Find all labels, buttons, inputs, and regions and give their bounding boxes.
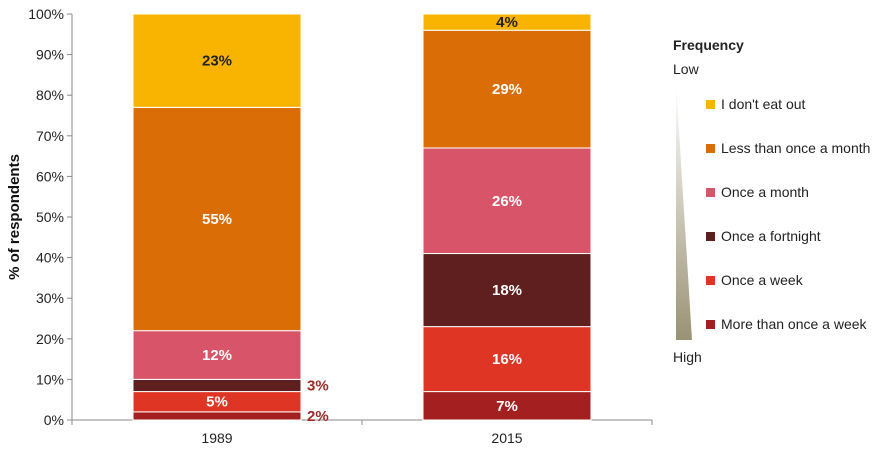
- data-label-layer: 2% 5% 3% 12% 55% 23% 7% 16% 18% 26% 29% 4%: [202, 14, 522, 425]
- data-label: 3%: [307, 377, 329, 394]
- legend: Frequency Low High I don't eat out Less t…: [673, 37, 870, 365]
- data-label: 4%: [496, 14, 518, 31]
- bar-segment: [422, 29, 592, 149]
- legend-swatch: [706, 144, 715, 153]
- legend-title: Frequency: [673, 37, 744, 53]
- y-tick-label: 100%: [28, 6, 64, 22]
- data-label: 55%: [202, 211, 232, 228]
- y-tick-label: 0%: [44, 412, 64, 428]
- legend-label: Once a fortnight: [721, 228, 821, 244]
- bar-segment: [422, 391, 592, 421]
- bar-segment: [422, 13, 592, 31]
- data-label: 12%: [202, 347, 232, 364]
- data-label: 18%: [492, 282, 522, 299]
- legend-swatch: [706, 276, 715, 285]
- legend-swatch: [706, 100, 715, 109]
- legend-high-label: High: [673, 349, 702, 365]
- data-label: 23%: [202, 53, 232, 70]
- legend-label: More than once a week: [721, 316, 868, 332]
- legend-swatch: [706, 232, 715, 241]
- bar-segment: [422, 147, 592, 255]
- y-axis-label: % of respondents: [6, 154, 23, 280]
- data-label: 16%: [492, 351, 522, 368]
- x-tick-label: 2015: [491, 430, 522, 446]
- legend-low-label: Low: [673, 61, 700, 77]
- x-tick-label: 1989: [201, 430, 232, 446]
- data-label: 5%: [206, 394, 228, 411]
- bar-segment: [132, 13, 302, 108]
- data-label: 7%: [496, 398, 518, 415]
- bar-segment: [132, 378, 302, 393]
- bar-segment: [132, 411, 302, 421]
- legend-label: I don't eat out: [721, 96, 806, 112]
- y-tick-label: 90%: [36, 47, 64, 63]
- y-tick-label: 20%: [36, 331, 64, 347]
- data-label: 29%: [492, 81, 522, 98]
- legend-label: Once a month: [721, 184, 809, 200]
- y-tick-label: 50%: [36, 209, 64, 225]
- y-tick-label: 10%: [36, 371, 64, 387]
- bar-segment: [132, 106, 302, 332]
- y-tick-label: 70%: [36, 128, 64, 144]
- legend-swatch: [706, 188, 715, 197]
- bar-segment: [422, 253, 592, 328]
- y-tick-label: 40%: [36, 250, 64, 266]
- bar-layer: [132, 13, 592, 421]
- data-label: 26%: [492, 193, 522, 210]
- y-tick-label: 30%: [36, 290, 64, 306]
- bar-segment: [132, 330, 302, 380]
- axis-layer: 0% 10% 20% 30% 40% 50% 60% 70% 80% 90% 100% 1989 201…: [28, 6, 653, 446]
- legend-label: Once a week: [721, 272, 804, 288]
- y-tick-label: 80%: [36, 87, 64, 103]
- bar-segment: [422, 326, 592, 393]
- data-label: 2%: [307, 408, 329, 425]
- frequency-gradient-wedge: [676, 82, 692, 340]
- legend-swatch: [706, 320, 715, 329]
- legend-label: Less than once a month: [721, 140, 870, 156]
- y-tick-label: 60%: [36, 168, 64, 184]
